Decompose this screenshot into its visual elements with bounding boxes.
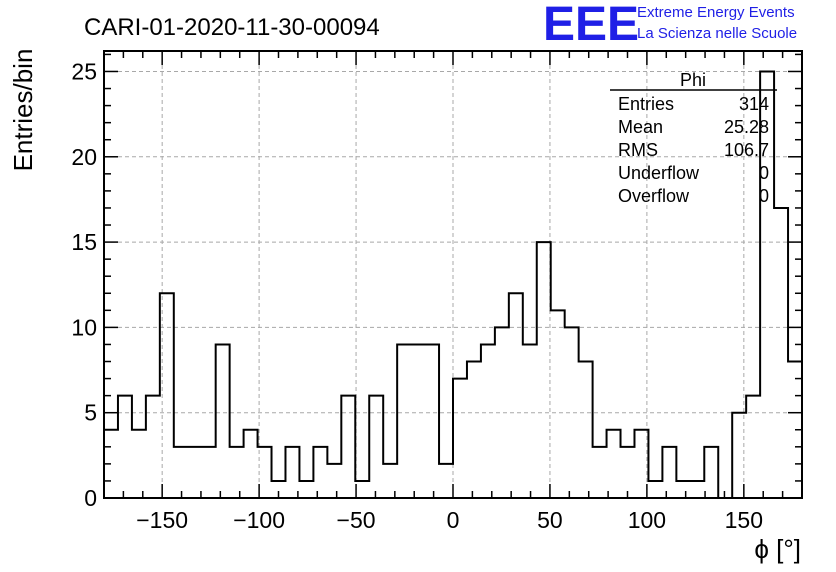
y-tick-label: 0 [84, 485, 97, 511]
y-tick-label: 20 [71, 144, 97, 170]
stats-row-label: Overflow [618, 186, 690, 206]
plot-frame [103, 50, 803, 499]
chart-title: CARI-01-2020-11-30-00094 [84, 14, 380, 41]
stats-row-value: 25.28 [724, 117, 769, 137]
x-tick-label: −150 [136, 507, 188, 533]
stats-row-value: 0 [759, 186, 769, 206]
x-tick-label: −100 [233, 507, 285, 533]
x-tick-label: 50 [537, 507, 563, 533]
stats-row-label: RMS [618, 140, 658, 160]
stats-row-label: Mean [618, 117, 663, 137]
y-tick-label: 25 [71, 58, 97, 84]
x-tick-label: 100 [628, 507, 666, 533]
y-tick-label: 10 [71, 314, 97, 340]
y-tick-labels: 0 5 10 15 20 25 [71, 58, 97, 511]
stats-title: Phi [680, 70, 706, 90]
logo-mark: EEE [543, 0, 639, 51]
stats-row-label: Entries [618, 94, 674, 114]
x-tick-labels: −150 −100 −50 0 50 100 150 [136, 507, 763, 533]
histogram-outline [104, 70, 803, 499]
logo-line-1: Extreme Energy Events [637, 4, 795, 21]
y-tick-label: 5 [84, 400, 97, 426]
stats-row-value: 314 [739, 94, 769, 114]
logo-line-2: La Scienza nelle Scuole [637, 25, 797, 42]
eee-logo: EEE Extreme Energy Events La Scienza nel… [543, 0, 797, 51]
stats-rows: Entries 314 Mean 25.28 RMS 106.7 Underflow 0 Ove… [618, 94, 769, 206]
stats-box: Phi Entries 314 Mean 25.28 RMS 106.7 Underflow… [610, 70, 777, 206]
y-axis-title: Entries/bin [8, 49, 38, 172]
x-tick-label: 0 [447, 507, 460, 533]
stats-row-value: 106.7 [724, 140, 769, 160]
x-tick-label: 150 [725, 507, 763, 533]
stats-row-value: 0 [759, 163, 769, 183]
x-axis-title: ϕ [°] [754, 534, 801, 564]
x-tick-label: −50 [337, 507, 376, 533]
stats-row-label: Underflow [618, 163, 700, 183]
y-tick-label: 15 [71, 229, 97, 255]
